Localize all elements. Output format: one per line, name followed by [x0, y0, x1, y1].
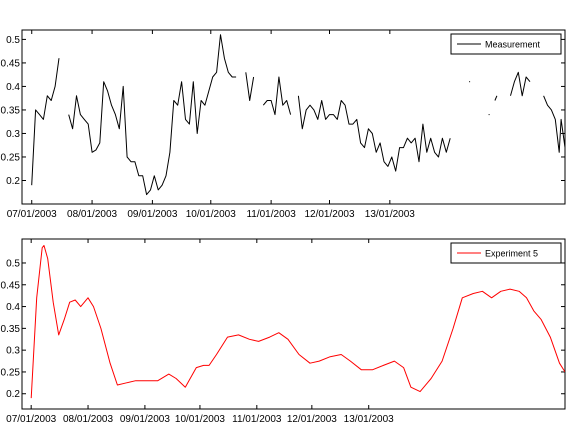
- series-segment: [31, 58, 60, 186]
- x-tick-label: 10/01/2003: [175, 414, 225, 425]
- x-tick-label: 09/01/2003: [120, 414, 170, 425]
- legend-box: [450, 33, 562, 55]
- y-tick-label: 0.35: [1, 324, 21, 335]
- x-tick-label: 08/01/2003: [67, 209, 117, 220]
- legend: Measurement: [450, 33, 562, 55]
- series-segment: [245, 72, 255, 101]
- plot-area: [21, 29, 566, 205]
- y-tick-label: 0.5: [6, 35, 20, 46]
- y-tick-label: 0.4: [6, 302, 20, 313]
- x-tick-label: 10/01/2003: [186, 209, 236, 220]
- plot-area: [21, 238, 566, 410]
- y-tick-label: 0.25: [1, 152, 21, 163]
- x-tick-label: 09/01/2003: [127, 209, 177, 220]
- y-tick-label: 0.3: [6, 346, 20, 357]
- y-tick-label: 0.2: [6, 176, 20, 187]
- y-tick-label: 0.3: [6, 129, 20, 140]
- series-1-line: [30, 245, 565, 399]
- x-tick-label: 13/01/2003: [344, 414, 394, 425]
- legend-entry: Measurement: [485, 40, 541, 50]
- series-segment: [494, 95, 498, 101]
- y-tick-label: 0.25: [1, 367, 21, 378]
- x-tick-label: 07/01/2003: [6, 414, 56, 425]
- series-segment: [30, 245, 565, 399]
- series-segment: [68, 34, 237, 196]
- x-tick-label: 11/01/2003: [246, 209, 296, 220]
- series-segment: [510, 71, 531, 97]
- chart-1: 0.2 0.25 0.3 0.35 0.4 0.45 0.5 07/01/2003 08/01/…: [1, 29, 566, 220]
- x-tick-label: 11/01/2003: [232, 414, 282, 425]
- y-tick-label: 0.45: [1, 58, 21, 69]
- y-tick-label: 0.4: [6, 82, 20, 93]
- legend-entry: Experiment 5: [485, 249, 538, 259]
- x-tick-label: 12/01/2003: [287, 414, 337, 425]
- chart-2: 0.2 0.25 0.3 0.35 0.4 0.45 0.5 07/01/2003 08/01/…: [1, 238, 566, 425]
- x-tick-label: 07/01/2003: [7, 209, 57, 220]
- series-segment: [297, 95, 451, 172]
- y-tick-label: 0.45: [1, 280, 21, 291]
- legend-box: [450, 242, 562, 264]
- y-tick-label: 0.5: [6, 258, 20, 269]
- x-tick-label: 13/01/2003: [365, 209, 415, 220]
- y-tick-label: 0.35: [1, 105, 21, 116]
- legend: Experiment 5: [450, 242, 562, 264]
- x-tick-label: 12/01/2003: [304, 209, 354, 220]
- y-tick-label: 0.2: [6, 389, 20, 400]
- series-segment: [262, 76, 292, 116]
- series-1-line: [31, 34, 565, 196]
- series-segment: [543, 95, 565, 153]
- x-tick-label: 08/01/2003: [63, 414, 113, 425]
